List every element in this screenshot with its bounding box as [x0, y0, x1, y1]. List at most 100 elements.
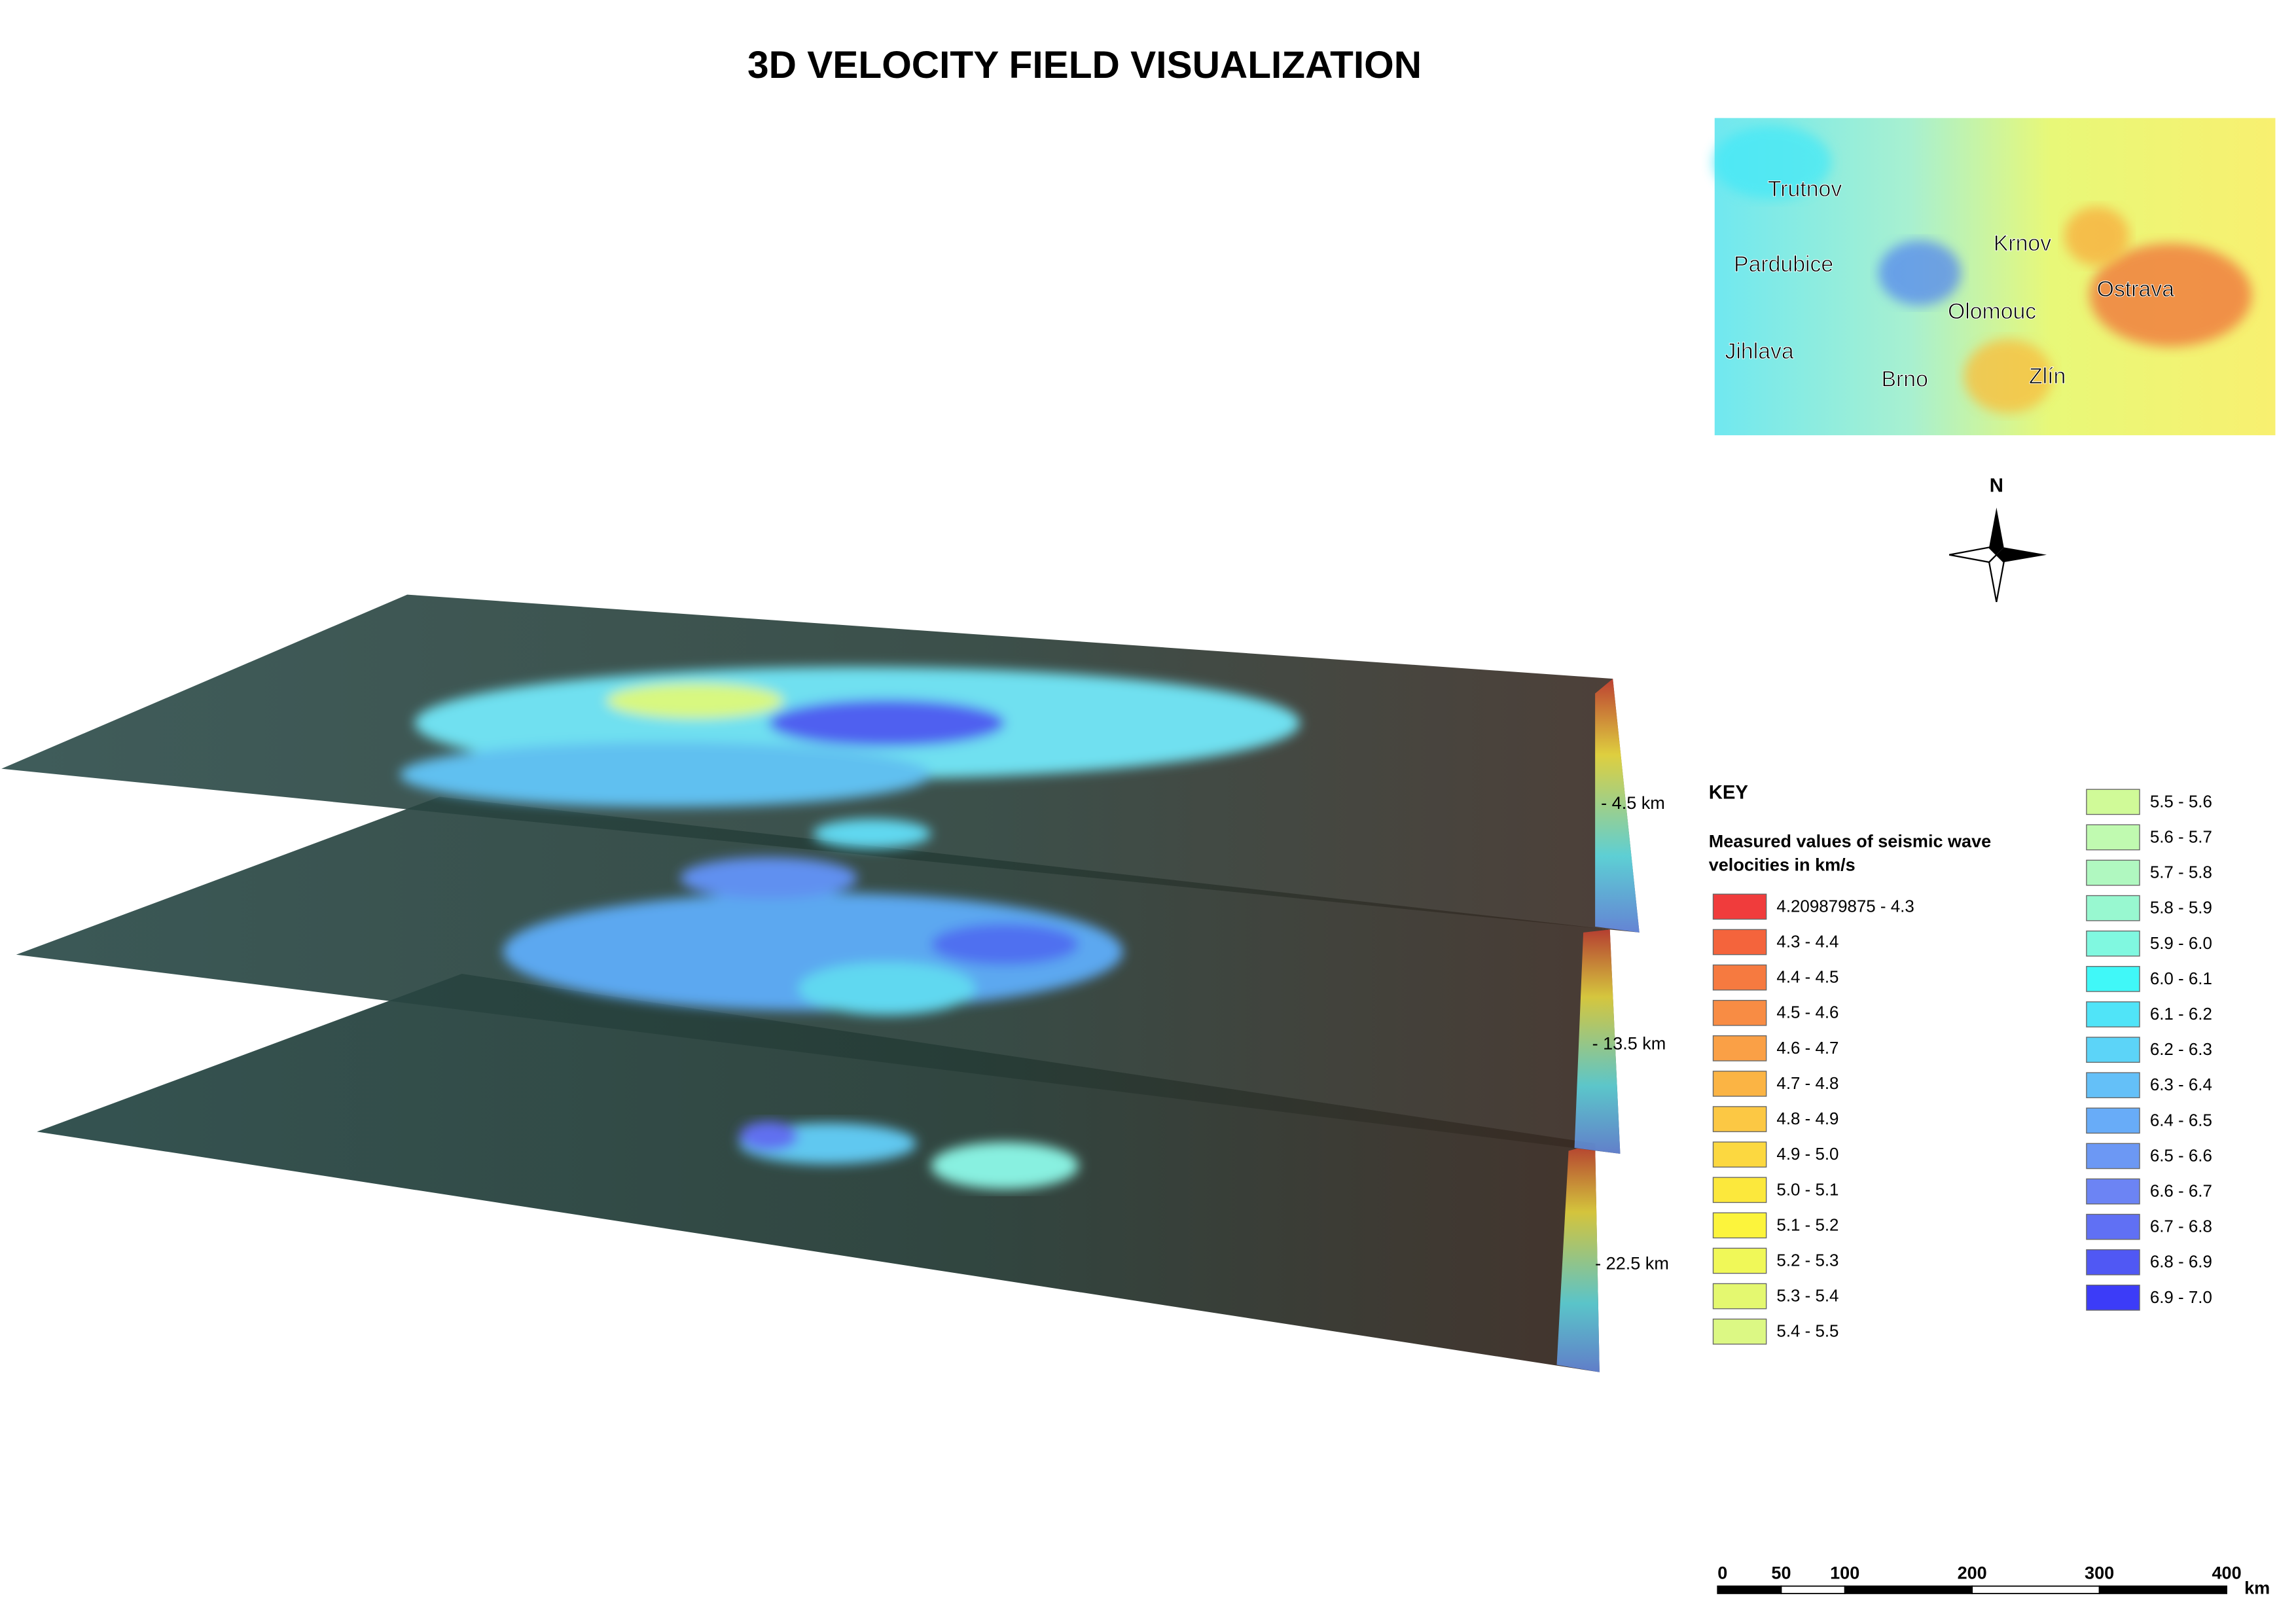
legend-label: 4.3 - 4.4: [1776, 933, 1839, 951]
legend-label: 5.6 - 5.7: [2150, 828, 2212, 846]
scale-segment: [1971, 1585, 2100, 1594]
legend-label: 6.2 - 6.3: [2150, 1041, 2212, 1059]
legend-swatch: [1712, 1106, 1767, 1132]
key-subtitle: velocities in km/s: [1709, 855, 1856, 875]
velocity-cloud: [739, 1121, 1079, 1190]
layer-edge: [1595, 679, 1640, 933]
legend-swatch: [2086, 859, 2140, 886]
scale-segment: [1844, 1585, 1973, 1594]
legend-swatch: [1712, 1283, 1767, 1310]
legend-label: 6.5 - 6.6: [2150, 1147, 2212, 1165]
city-label: Ostrava: [2097, 277, 2175, 302]
compass-north: N: [1990, 475, 2003, 497]
legend-swatch: [2086, 1285, 2140, 1311]
legend-swatch: [2086, 966, 2140, 992]
legend-label: 5.9 - 6.0: [2150, 935, 2212, 953]
velocity-patch: [1964, 339, 2053, 414]
legend-label: 6.6 - 6.7: [2150, 1183, 2212, 1201]
scale-tick-label: 200: [1958, 1563, 1987, 1583]
legend-label: 6.1 - 6.2: [2150, 1005, 2212, 1024]
legend-swatch: [2086, 1107, 2140, 1134]
legend-swatch: [2086, 824, 2140, 851]
layer-stack: [1, 594, 1640, 1372]
city-label: Brno: [1882, 367, 1928, 392]
depth-label: - 4.5 km: [1601, 793, 1665, 813]
inset-map: [1713, 118, 2276, 436]
legend-swatch: [2086, 1001, 2140, 1027]
legend-swatch: [1712, 1071, 1767, 1097]
scale-tick-label: 400: [2212, 1563, 2242, 1583]
map-title: 3D VELOCITY FIELD VISUALIZATION: [747, 44, 1422, 86]
legend-label: 5.4 - 5.5: [1776, 1323, 1839, 1341]
legend-label: 5.5 - 5.6: [2150, 793, 2212, 811]
legend-label: 4.8 - 4.9: [1776, 1110, 1839, 1128]
legend-swatch: [2086, 1178, 2140, 1205]
key-subtitle: Measured values of seismic wave: [1709, 831, 1991, 851]
city-label: Krnov: [1994, 231, 2051, 256]
legend-label: 5.0 - 5.1: [1776, 1181, 1839, 1199]
scale-segment: [1780, 1585, 1846, 1594]
legend-swatch: [2086, 1143, 2140, 1169]
legend-swatch: [1712, 893, 1767, 920]
velocity-cloud: [399, 667, 1300, 849]
legend-swatch: [2086, 1072, 2140, 1099]
legend-swatch: [2086, 1037, 2140, 1063]
compass: [1949, 507, 2047, 603]
city-label: Pardubice: [1734, 252, 1833, 277]
legend-label: 5.7 - 5.8: [2150, 864, 2212, 882]
velocity-patch: [2089, 243, 2252, 347]
legend-swatch: [2086, 1213, 2140, 1240]
scale-tick-label: 50: [1771, 1563, 1791, 1583]
legend-swatch: [2086, 930, 2140, 957]
scale-unit: km: [2244, 1578, 2270, 1597]
legend-label: 4.4 - 4.5: [1776, 969, 1839, 987]
legend-label: 4.209879875 - 4.3: [1776, 897, 1914, 916]
legend-label: 5.1 - 5.2: [1776, 1216, 1839, 1234]
city-label: Olomouc: [1948, 299, 2036, 324]
legend-swatch: [1712, 1212, 1767, 1239]
city-label: Trutnov: [1768, 177, 1842, 202]
velocity-patch: [1713, 125, 1831, 200]
legend-label: 5.3 - 5.4: [1776, 1287, 1839, 1306]
legend-label: 6.3 - 6.4: [2150, 1076, 2212, 1094]
city-label: Jihlava: [1725, 339, 1794, 364]
legend-swatch: [2086, 895, 2140, 921]
depth-label: - 22.5 km: [1595, 1253, 1669, 1273]
scale-tick-label: 300: [2085, 1563, 2114, 1583]
legend-label: 4.6 - 4.7: [1776, 1039, 1839, 1058]
layer-edge: [1574, 929, 1621, 1154]
legend-swatch: [1712, 929, 1767, 955]
legend-label: 6.8 - 6.9: [2150, 1253, 2212, 1272]
legend-label: 6.9 - 7.0: [2150, 1289, 2212, 1307]
legend-label: 4.5 - 4.6: [1776, 1004, 1839, 1022]
legend-label: 4.9 - 5.0: [1776, 1145, 1839, 1164]
velocity-cloud: [503, 857, 1123, 1016]
legend-label: 5.2 - 5.3: [1776, 1251, 1839, 1270]
layer-edge: [1556, 1143, 1600, 1372]
scale-segment: [2098, 1585, 2227, 1594]
legend-swatch: [2086, 789, 2140, 815]
city-label: Zlín: [2029, 364, 2066, 389]
scale-segment: [1717, 1585, 1782, 1594]
legend-label: 5.8 - 5.9: [2150, 899, 2212, 918]
legend-label: 6.0 - 6.1: [2150, 970, 2212, 988]
layer-plane: [37, 974, 1600, 1372]
legend-swatch: [1712, 999, 1767, 1026]
legend-swatch: [2086, 1249, 2140, 1275]
key-title: KEY: [1709, 782, 1749, 804]
legend-swatch: [1712, 1318, 1767, 1345]
velocity-patch: [2064, 206, 2130, 266]
legend-swatch: [1712, 1035, 1767, 1061]
legend-swatch: [1712, 1141, 1767, 1168]
legend-label: 6.7 - 6.8: [2150, 1218, 2212, 1236]
depth-label: - 13.5 km: [1592, 1033, 1666, 1053]
legend-swatch: [1712, 964, 1767, 991]
legend-swatch: [1712, 1177, 1767, 1204]
scale-tick-label: 0: [1717, 1563, 1727, 1583]
velocity-patch: [1878, 240, 1962, 306]
legend-label: 6.4 - 6.5: [2150, 1111, 2212, 1130]
legend-swatch: [1712, 1247, 1767, 1274]
legend-label: 4.7 - 4.8: [1776, 1075, 1839, 1093]
